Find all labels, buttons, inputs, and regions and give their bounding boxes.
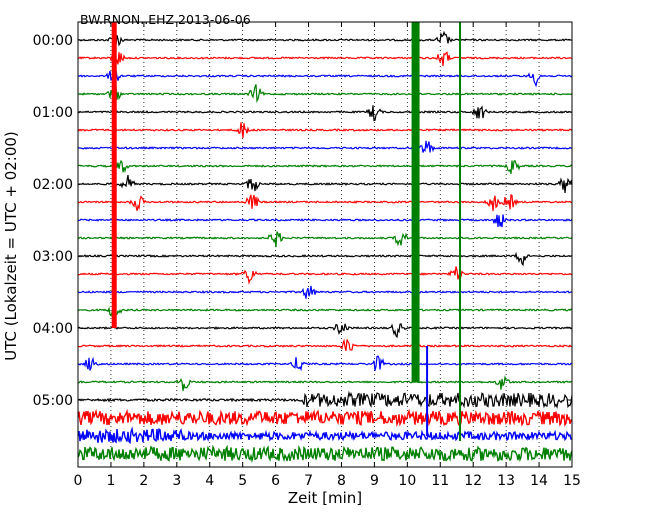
trace-line xyxy=(77,140,572,153)
trace-line xyxy=(77,159,573,174)
trace-line xyxy=(77,285,573,299)
y-tick-label: 04:00 xyxy=(33,321,73,337)
y-tick-label: 00:00 xyxy=(33,33,73,49)
x-tick-label: 14 xyxy=(530,473,548,489)
x-tick-label: 4 xyxy=(205,473,214,489)
trace-line xyxy=(77,323,573,339)
x-tick-label: 15 xyxy=(563,473,581,489)
seismic-traces xyxy=(77,30,573,464)
y-tick-label: 05:00 xyxy=(33,393,73,409)
x-tick-label: 7 xyxy=(304,473,313,489)
y-tick-label: 03:00 xyxy=(33,249,73,265)
y-tick-label: 02:00 xyxy=(33,177,73,193)
event-band xyxy=(111,22,117,328)
trace-line xyxy=(77,375,573,392)
x-tick-label: 0 xyxy=(74,473,83,489)
trace-line xyxy=(77,193,573,212)
x-tick-label: 10 xyxy=(398,473,416,489)
trace-line xyxy=(77,214,573,228)
x-tick-label: 3 xyxy=(172,473,181,489)
x-tick-label: 12 xyxy=(464,473,482,489)
trace-line xyxy=(77,338,573,351)
event-band xyxy=(411,22,420,382)
trace-line xyxy=(77,408,573,428)
x-tick-label: 2 xyxy=(139,473,148,489)
trace-line xyxy=(77,84,573,104)
trace-line xyxy=(77,231,573,248)
trace-line xyxy=(77,444,573,464)
x-tick-label: 8 xyxy=(337,473,346,489)
trace-line xyxy=(77,174,573,193)
trace-line xyxy=(77,426,573,445)
trace-line xyxy=(78,69,573,88)
trace-line xyxy=(77,390,573,409)
y-tick-label: 01:00 xyxy=(33,105,73,121)
x-axis-label: Zeit [min] xyxy=(288,489,362,507)
x-tick-label: 11 xyxy=(431,473,449,489)
y-axis: 00:00 01:00 02:00 03:00 04:00 05:00 xyxy=(33,33,572,409)
plot-area xyxy=(77,21,573,468)
x-tick-label: 13 xyxy=(497,473,515,489)
trace-line xyxy=(77,266,573,285)
trace-line xyxy=(77,122,573,138)
trace-line xyxy=(77,355,573,372)
plot-frame xyxy=(77,21,573,468)
x-tick-label: 9 xyxy=(370,473,379,489)
trace-line xyxy=(77,30,573,48)
trace-line xyxy=(77,51,573,66)
x-tick-label: 1 xyxy=(106,473,115,489)
trace-line xyxy=(77,306,573,317)
x-tick-label: 6 xyxy=(271,473,280,489)
x-tick-label: 5 xyxy=(238,473,247,489)
chart-title: BW.RNON..EHZ 2013-06-06 xyxy=(80,12,251,27)
y-axis-label: UTC (Lokalzeit = UTC + 02:00) xyxy=(2,131,20,361)
trace-line xyxy=(77,105,573,122)
x-axis: 0 1 2 3 4 5 6 7 8 9 10 11 12 13 14 15 xyxy=(74,22,581,489)
event-markers xyxy=(111,22,462,441)
trace-line xyxy=(77,251,573,267)
